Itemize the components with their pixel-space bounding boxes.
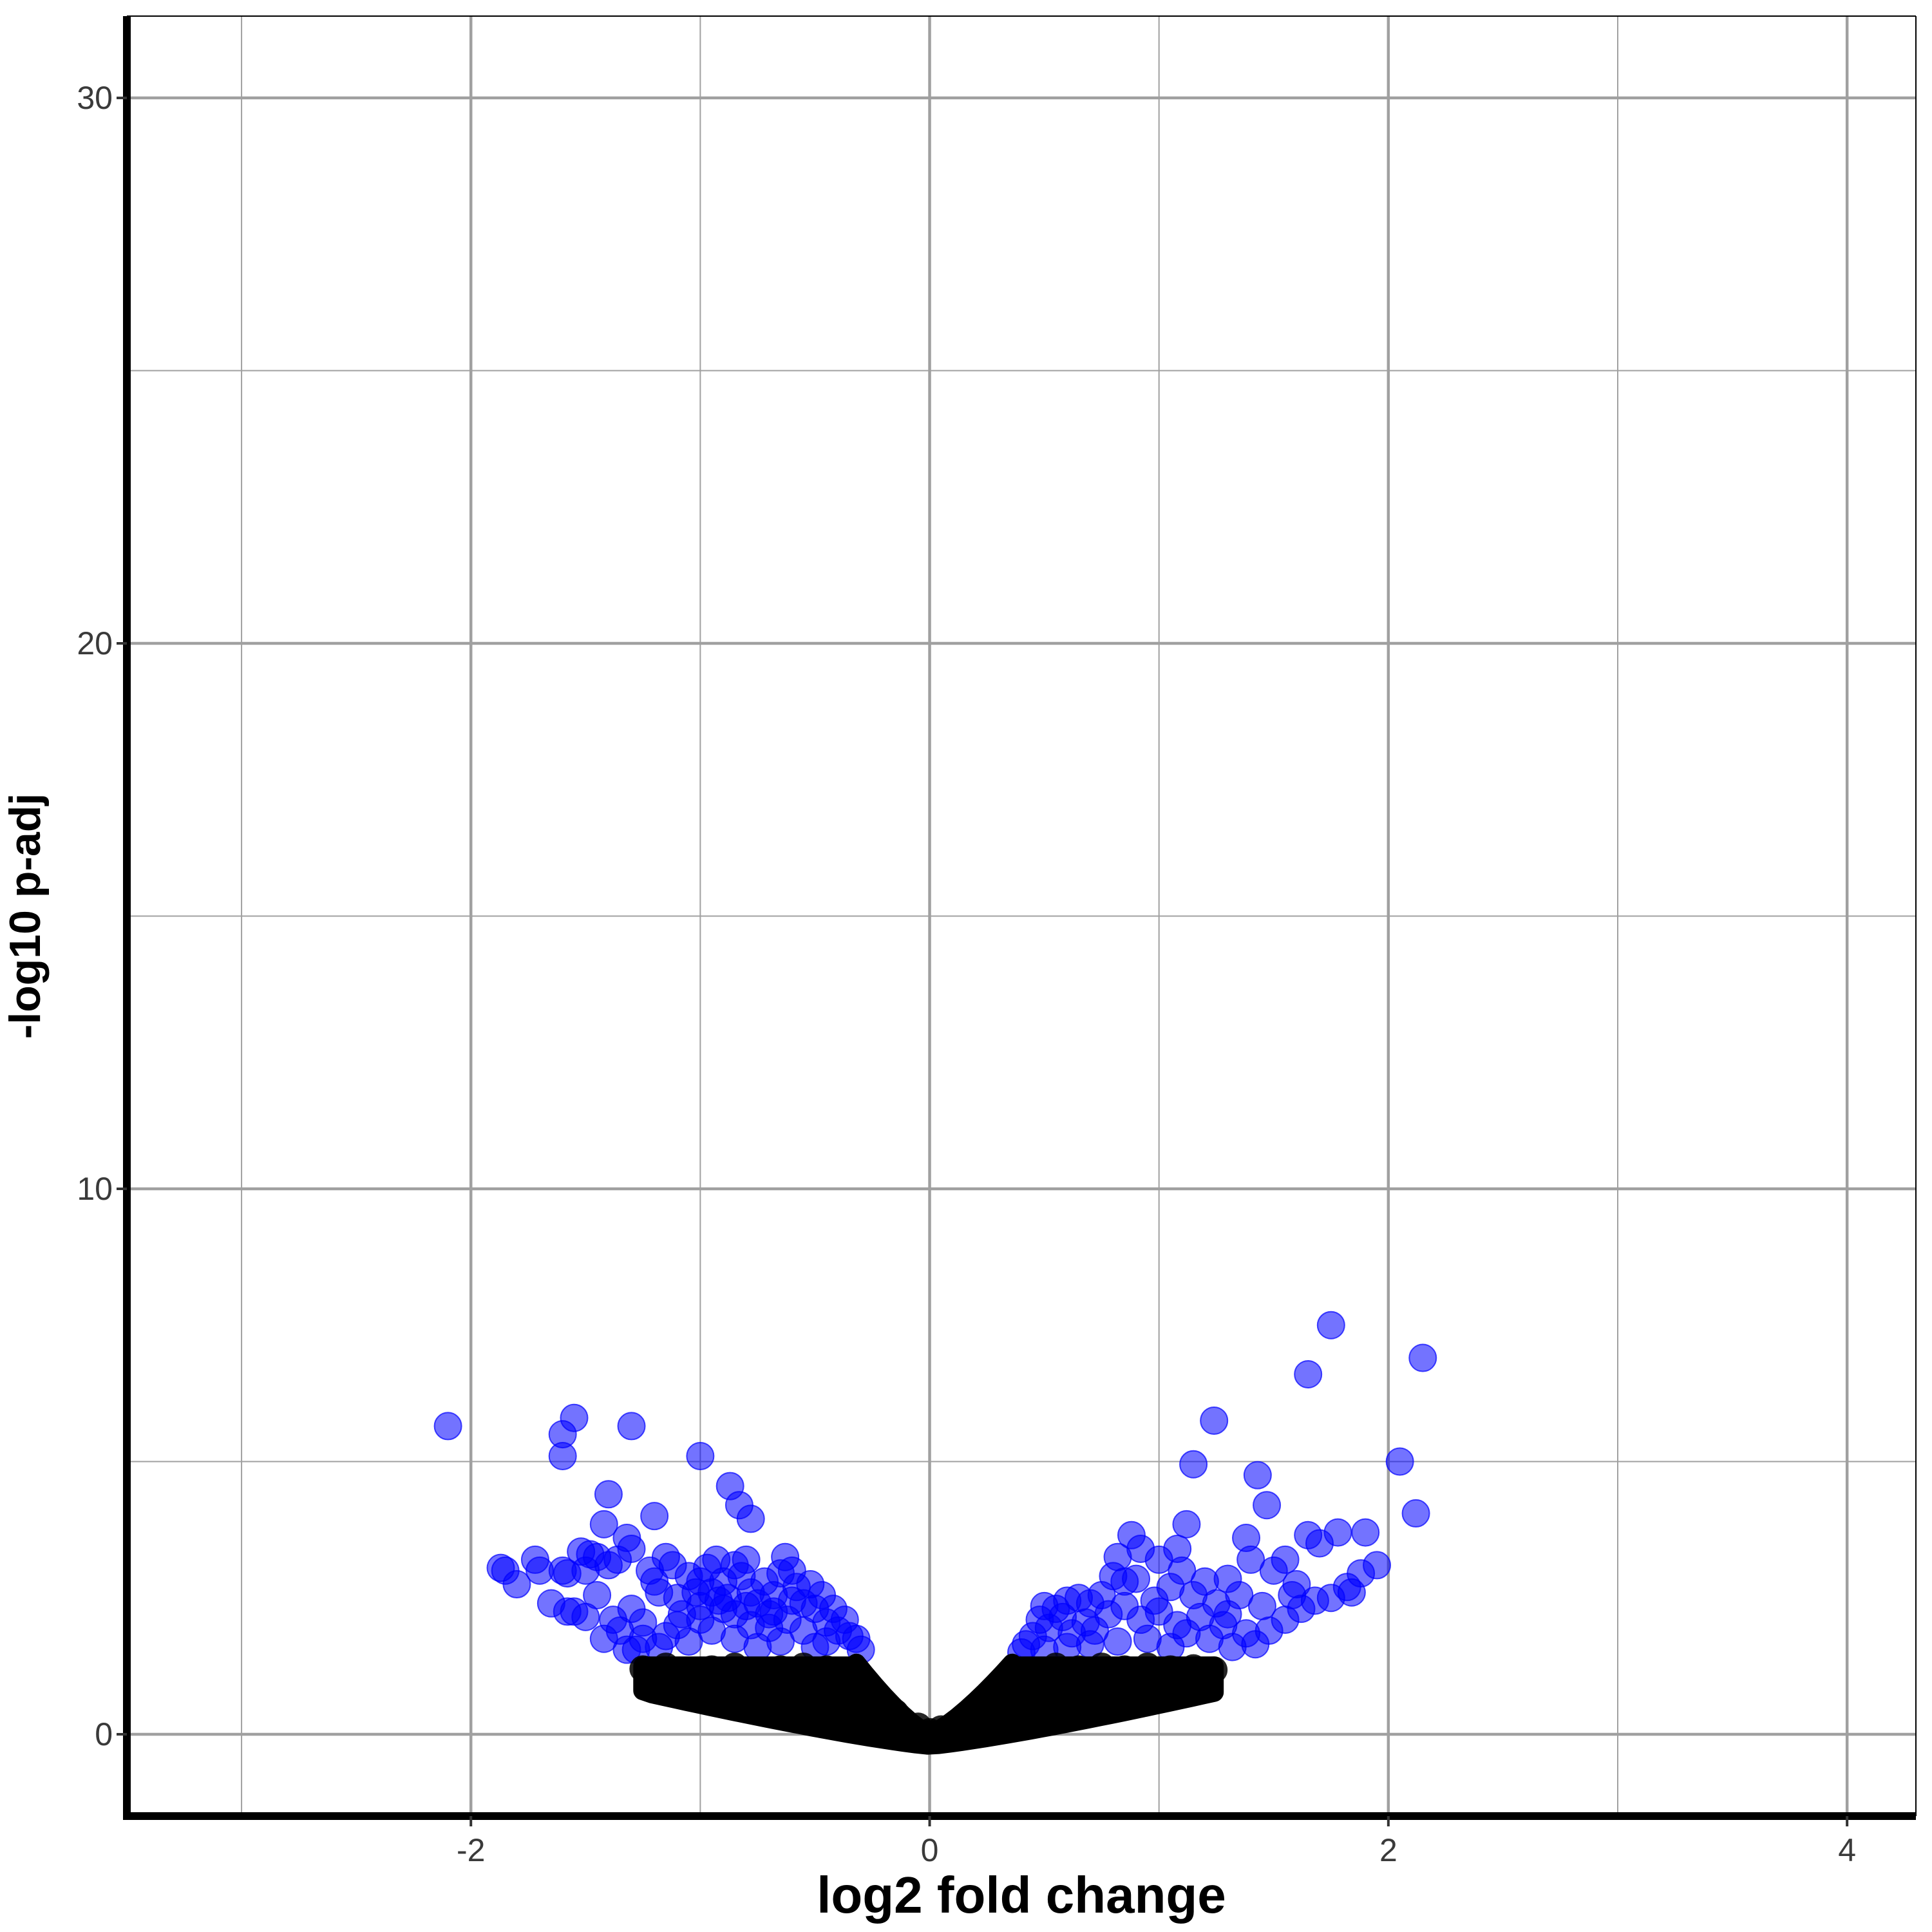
significant-point bbox=[732, 1591, 761, 1620]
significant-point bbox=[583, 1580, 612, 1609]
significant-point bbox=[433, 1412, 462, 1441]
non-significant-point bbox=[824, 1693, 852, 1721]
significant-point bbox=[736, 1504, 765, 1533]
non-significant-point bbox=[1191, 1663, 1218, 1691]
significant-point bbox=[1122, 1564, 1151, 1593]
significant-point bbox=[1259, 1556, 1288, 1585]
non-significant-point bbox=[1145, 1666, 1173, 1694]
non-significant-point bbox=[732, 1677, 760, 1705]
significant-point bbox=[1337, 1578, 1366, 1607]
significant-point bbox=[1200, 1406, 1229, 1435]
x-axis-title: log2 fold change bbox=[817, 1866, 1226, 1924]
non-significant-point bbox=[663, 1669, 691, 1696]
non-significant-point bbox=[985, 1710, 1012, 1738]
significant-point bbox=[1103, 1627, 1132, 1656]
non-significant-point bbox=[790, 1653, 817, 1680]
non-significant-point bbox=[1008, 1693, 1035, 1721]
non-significant-point bbox=[767, 1655, 795, 1683]
non-significant-point bbox=[710, 1688, 737, 1716]
non-significant-point bbox=[755, 1690, 783, 1718]
significant-point bbox=[704, 1586, 733, 1615]
non-significant-point bbox=[927, 1715, 955, 1743]
non-significant-point bbox=[1042, 1653, 1070, 1680]
non-significant-point bbox=[778, 1701, 806, 1729]
significant-point bbox=[686, 1442, 715, 1470]
y-axis-ticks: 0 10 20 30 bbox=[77, 80, 127, 1752]
non-significant-point bbox=[1019, 1660, 1046, 1688]
x-tick-label: 2 bbox=[1379, 1832, 1397, 1868]
non-significant-point bbox=[721, 1653, 748, 1680]
x-tick-label: 4 bbox=[1838, 1832, 1856, 1868]
significant-point bbox=[1179, 1450, 1208, 1479]
non-significant-point bbox=[847, 1712, 875, 1740]
significant-point bbox=[686, 1605, 715, 1634]
significant-point bbox=[594, 1551, 623, 1580]
non-significant-point bbox=[687, 1671, 714, 1699]
non-significant-point bbox=[961, 1707, 989, 1734]
significant-point bbox=[594, 1480, 623, 1509]
significant-point bbox=[1278, 1580, 1307, 1609]
significant-point bbox=[1243, 1461, 1272, 1490]
significant-point bbox=[640, 1502, 669, 1531]
non-significant-point bbox=[1168, 1671, 1196, 1699]
significant-point bbox=[640, 1567, 669, 1596]
significant-point bbox=[1316, 1311, 1345, 1340]
significant-point bbox=[560, 1597, 589, 1626]
non-significant-points bbox=[629, 1653, 1228, 1755]
significant-point bbox=[732, 1545, 761, 1574]
non-significant-point bbox=[1099, 1671, 1127, 1699]
significant-point bbox=[1236, 1545, 1265, 1574]
significant-point bbox=[548, 1442, 577, 1470]
y-tick-label: 30 bbox=[77, 80, 113, 116]
significant-point bbox=[812, 1627, 841, 1656]
non-significant-point bbox=[858, 1682, 886, 1710]
significant-point bbox=[766, 1627, 795, 1656]
non-significant-point bbox=[893, 1718, 920, 1745]
axes bbox=[123, 16, 1916, 1820]
non-significant-point bbox=[778, 1682, 806, 1710]
significant-point bbox=[1144, 1545, 1173, 1574]
significant-point bbox=[1253, 1491, 1282, 1520]
y-axis-title: -log10 p-adj bbox=[1, 793, 50, 1039]
significant-point bbox=[502, 1570, 531, 1599]
significant-point bbox=[1241, 1630, 1270, 1659]
significant-point bbox=[1408, 1343, 1437, 1372]
non-significant-point bbox=[835, 1666, 863, 1694]
x-tick-label: 0 bbox=[921, 1832, 939, 1868]
non-significant-point bbox=[641, 1666, 668, 1694]
panel-border bbox=[127, 15, 1917, 1816]
non-significant-point bbox=[870, 1704, 898, 1732]
non-significant-point bbox=[1122, 1682, 1150, 1710]
y-tick-label: 10 bbox=[77, 1171, 113, 1207]
significant-point bbox=[1294, 1359, 1323, 1388]
y-tick-label: 0 bbox=[95, 1716, 113, 1752]
y-tick-label: 20 bbox=[77, 625, 113, 661]
significant-point bbox=[777, 1586, 806, 1615]
non-significant-point bbox=[1054, 1696, 1081, 1723]
significant-point bbox=[1401, 1499, 1430, 1528]
minor-gridlines bbox=[127, 16, 1916, 1816]
significant-point bbox=[589, 1510, 618, 1539]
significant-point bbox=[617, 1412, 646, 1441]
significant-point bbox=[1351, 1518, 1380, 1547]
non-significant-point bbox=[1076, 1688, 1104, 1716]
x-tick-label: -2 bbox=[457, 1832, 485, 1868]
non-significant-point bbox=[1065, 1655, 1093, 1683]
significant-point bbox=[1385, 1447, 1414, 1476]
non-significant-point bbox=[813, 1655, 840, 1683]
significant-point bbox=[1213, 1600, 1242, 1629]
significant-point bbox=[1305, 1529, 1334, 1558]
x-axis-ticks: -2 0 2 4 bbox=[457, 1816, 1856, 1868]
significant-point bbox=[1172, 1510, 1201, 1539]
major-gridlines bbox=[127, 16, 1916, 1816]
